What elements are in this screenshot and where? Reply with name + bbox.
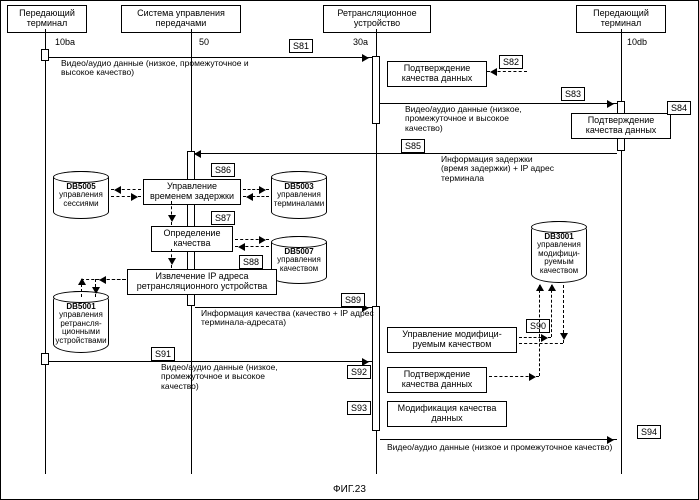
box-text: Подтверждениекачества данных [402, 369, 473, 389]
vdash [551, 285, 552, 337]
step-label: S83 [561, 87, 585, 101]
vdash [171, 201, 172, 225]
box-ip-extract: Извлечение IP адресаретрансляционного ус… [127, 269, 277, 295]
step-label: S81 [289, 39, 313, 53]
step-label: S89 [341, 293, 365, 307]
vdash [95, 279, 96, 297]
box-confirm-quality-3: Подтверждениекачества данных [387, 367, 487, 393]
participant-id: 30a [353, 37, 368, 47]
step-label: S86 [211, 163, 235, 177]
box-confirm-quality: Подтверждениекачества данных [387, 61, 487, 87]
msg-s81: Видео/аудио данные (низкое, промежуточно… [61, 59, 291, 78]
vdash [563, 285, 564, 343]
lifeline [45, 29, 46, 474]
box-mod-quality: Модификация качестваданных [387, 401, 507, 427]
step-label: S84 [667, 101, 691, 115]
box-delay-mgmt: Управлениевременем задержки [143, 179, 241, 205]
step-label: S92 [347, 365, 371, 379]
box-text: Подтверждениекачества данных [586, 115, 657, 135]
vdash [539, 285, 540, 376]
dash [243, 189, 269, 190]
figure-caption: ФИГ.23 [1, 484, 698, 495]
activation [372, 56, 380, 124]
step-label: S91 [151, 347, 175, 361]
box-text: Управление модифици-руемым качеством [402, 329, 501, 349]
dash-s82 [487, 71, 527, 72]
dash [81, 279, 125, 280]
dash [235, 246, 269, 247]
box-quality-det: Определениекачества [151, 226, 233, 252]
db-sessions: DB5005управлениясессиями [53, 171, 109, 219]
dash [489, 376, 539, 377]
msg-s85: Информация задержки(время задержки) + IP… [441, 155, 591, 183]
arrow-s85 [195, 153, 617, 154]
dash [111, 189, 141, 190]
vdash [171, 249, 172, 268]
step-label: S94 [637, 425, 661, 439]
box-confirm-quality-2: Подтверждениекачества данных [571, 113, 671, 139]
participant-id: 50 [199, 37, 209, 47]
db-terminals: DB5003управлениятерминалами [271, 171, 327, 219]
participant-id: 10ba [55, 37, 75, 47]
step-label: S90 [526, 319, 550, 333]
step-label: S93 [347, 401, 371, 415]
box-text: Модификация качестваданных [398, 403, 497, 423]
dash [243, 196, 269, 197]
vdash [81, 279, 82, 297]
msg-s94: Видео/аудио данные (низкое и промежуточн… [387, 443, 627, 452]
activation [41, 49, 49, 61]
box-text: Извлечение IP адресаретрансляционного ус… [137, 271, 268, 291]
step-label: S88 [239, 255, 263, 269]
arrow-s94 [380, 439, 617, 440]
msg-s91: Видео/аудио данные (низкое,промежуточное… [161, 363, 331, 391]
lifeline [621, 29, 622, 474]
dash [235, 239, 269, 240]
activation [41, 353, 49, 365]
participant-label: Ретрансляционноеустройство [337, 8, 416, 28]
participant-label: Система управленияпередачами [137, 8, 225, 28]
box-text: Подтверждениекачества данных [402, 63, 473, 83]
msg-s89: Информация качества (качество + IP адрес… [201, 309, 381, 328]
participant-label: Передающийтерминал [593, 8, 649, 28]
step-label: S87 [211, 211, 235, 225]
participant-label: Передающийтерминал [19, 8, 75, 28]
step-label: S82 [499, 55, 523, 69]
participant-relay: Ретрансляционноеустройство [323, 5, 431, 33]
participant-mgmt: Система управленияпередачами [121, 5, 241, 33]
db-quality: DB5007управлениякачеством [271, 236, 327, 284]
dash [519, 337, 551, 338]
msg-s83: Видео/аудио данные (низкое,промежуточное… [405, 105, 565, 133]
db-relays: DB5001управленияретрансля-ционнымиустрой… [53, 291, 109, 353]
step-label: S85 [401, 139, 425, 153]
dash [111, 196, 141, 197]
participant-tx1: Передающийтерминал [7, 5, 87, 33]
participant-id: 10db [627, 37, 647, 47]
box-text: Определениекачества [164, 228, 221, 248]
dash [519, 343, 563, 344]
box-text: Управлениевременем задержки [150, 181, 234, 201]
db-mod-quality: DB3001управлениямодифици-руемымкачеством [531, 221, 587, 283]
box-mod-quality-mgmt: Управление модифици-руемым качеством [387, 327, 517, 353]
